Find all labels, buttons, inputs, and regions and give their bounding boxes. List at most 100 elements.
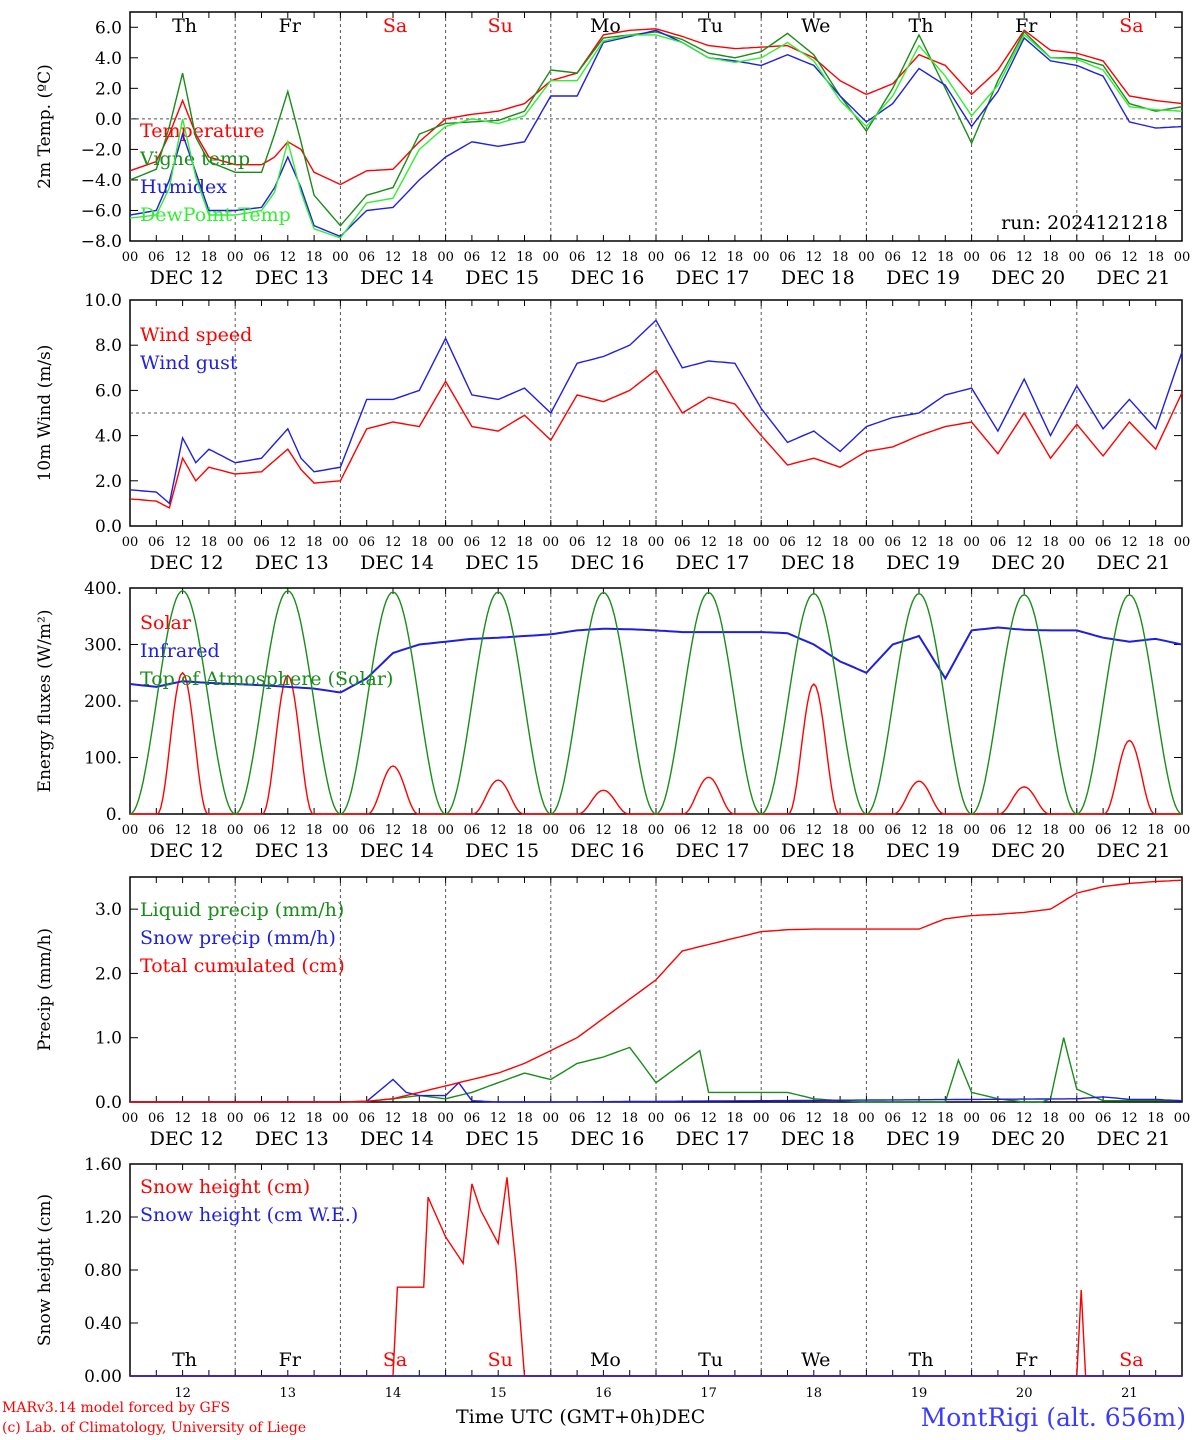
hour-tick-label: 06 [884,250,901,265]
hour-tick-label: 12 [595,250,612,265]
series-line-1 [129,369,1183,509]
x-axis-title-text: Time UTC (GMT+0h) [456,1406,662,1428]
station-label: MontRigi (alt. 656m) [920,1403,1186,1432]
hour-tick-label: 06 [779,1111,796,1126]
hour-tick-label: 12 [700,1111,717,1126]
y-tick-label: 4.0 [95,427,122,447]
series-line-2 [129,30,1183,227]
date-label: DEC 18 [781,840,855,862]
legend-entry: Liquid precip (mm/h) [140,899,344,921]
date-label: DEC 13 [255,840,329,862]
hour-tick-label: 18 [411,535,428,550]
hour-tick-label: 12 [1121,250,1138,265]
hour-tick-label: 06 [884,535,901,550]
hour-tick-label: 06 [779,823,796,838]
y-tick-label: 10.0 [84,291,122,311]
hour-tick-label: 00 [437,250,454,265]
y-axis-label: Energy fluxes (W/m²) [35,610,55,793]
y-tick-label: 2.0 [95,79,122,99]
hour-tick-label: 06 [464,250,481,265]
hour-tick-label: 12 [490,823,507,838]
date-label: DEC 17 [676,267,750,289]
hour-tick-label: 12 [490,250,507,265]
weekday-label: Th [172,1349,197,1371]
hour-tick-label: 06 [464,823,481,838]
hour-tick-label: 06 [358,535,375,550]
hour-tick-label: 18 [727,823,744,838]
hour-tick-label: 00 [1174,250,1191,265]
hour-tick-label: 06 [358,250,375,265]
hour-tick-label: 18 [201,535,218,550]
hour-tick-label: 00 [332,1111,349,1126]
date-label: DEC 14 [360,267,434,289]
hour-tick-label: 18 [306,823,323,838]
y-tick-label: 200. [84,692,122,712]
weekday-label: Th [909,15,934,37]
y-tick-label: 100. [84,749,122,769]
day-number-label: 12 [174,1386,191,1401]
hour-tick-label: 18 [306,250,323,265]
hour-tick-label: 06 [1095,1111,1112,1126]
hour-tick-label: 06 [779,535,796,550]
date-label: DEC 14 [360,552,434,574]
series-line-1 [129,28,1183,186]
panel-2: 10.0 8.0 6.0 4.0 2.0 0.0 10m Wind (m/s) 00 06 12 1… [35,291,1190,574]
hour-tick-label: 18 [832,1111,849,1126]
date-label: DEC 17 [676,552,750,574]
hour-tick-label: 06 [148,250,165,265]
hour-tick-label: 18 [621,250,638,265]
y-tick-label: −4.0 [81,171,122,191]
hour-tick-label: 00 [122,535,139,550]
hour-tick-label: 00 [1069,250,1086,265]
hour-tick-label: 06 [253,1111,270,1126]
weekday-label: Tu [698,15,723,37]
hour-tick-label: 00 [437,535,454,550]
hour-tick-label: 00 [963,535,980,550]
hour-tick-label: 12 [280,250,297,265]
hour-tick-label: 00 [1069,823,1086,838]
hour-tick-label: 00 [858,535,875,550]
hour-tick-label: 00 [543,1111,560,1126]
legend-entry: Solar [140,612,192,634]
y-tick-label: 1.20 [84,1208,122,1228]
weekday-label: Su [488,1349,513,1371]
hour-tick-label: 12 [174,535,191,550]
hour-tick-label: 12 [595,823,612,838]
legend-entry: Snow precip (mm/h) [140,927,336,949]
date-label: DEC 16 [570,552,644,574]
weekday-label: Th [172,15,197,37]
y-tick-label: 2.0 [95,472,122,492]
hour-tick-label: 12 [385,535,402,550]
date-label: DEC 20 [991,840,1065,862]
legend-entry: Top of Atmosphere (Solar) [140,668,393,690]
hour-tick-label: 18 [832,823,849,838]
hour-tick-label: 18 [1147,823,1164,838]
hour-tick-label: 00 [227,1111,244,1126]
weekday-label: Th [909,1349,934,1371]
hour-tick-label: 18 [1147,1111,1164,1126]
hour-tick-label: 00 [858,1111,875,1126]
day-number-label: 13 [280,1386,297,1401]
hour-tick-label: 06 [990,535,1007,550]
hour-tick-label: 00 [332,535,349,550]
y-tick-label: 0.0 [95,1093,122,1113]
date-label: DEC 12 [150,1128,224,1150]
hour-tick-label: 06 [253,250,270,265]
hour-tick-label: 00 [1174,1111,1191,1126]
y-tick-label: 4.0 [95,49,122,69]
hour-tick-label: 06 [884,1111,901,1126]
legend-entry: Infrared [140,640,220,662]
day-number-label: 15 [490,1386,507,1401]
hour-tick-label: 18 [621,823,638,838]
hour-tick-label: 12 [911,250,928,265]
legend-entry: Total cumulated (cm) [140,955,345,977]
hour-tick-label: 00 [753,535,770,550]
hour-tick-label: 00 [332,823,349,838]
date-label: DEC 14 [360,1128,434,1150]
y-tick-label: −2.0 [81,140,122,160]
weekday-label: Fr [1015,1349,1038,1371]
hour-tick-label: 00 [648,823,665,838]
hour-tick-label: 12 [490,535,507,550]
date-label: DEC 21 [1096,1128,1170,1150]
